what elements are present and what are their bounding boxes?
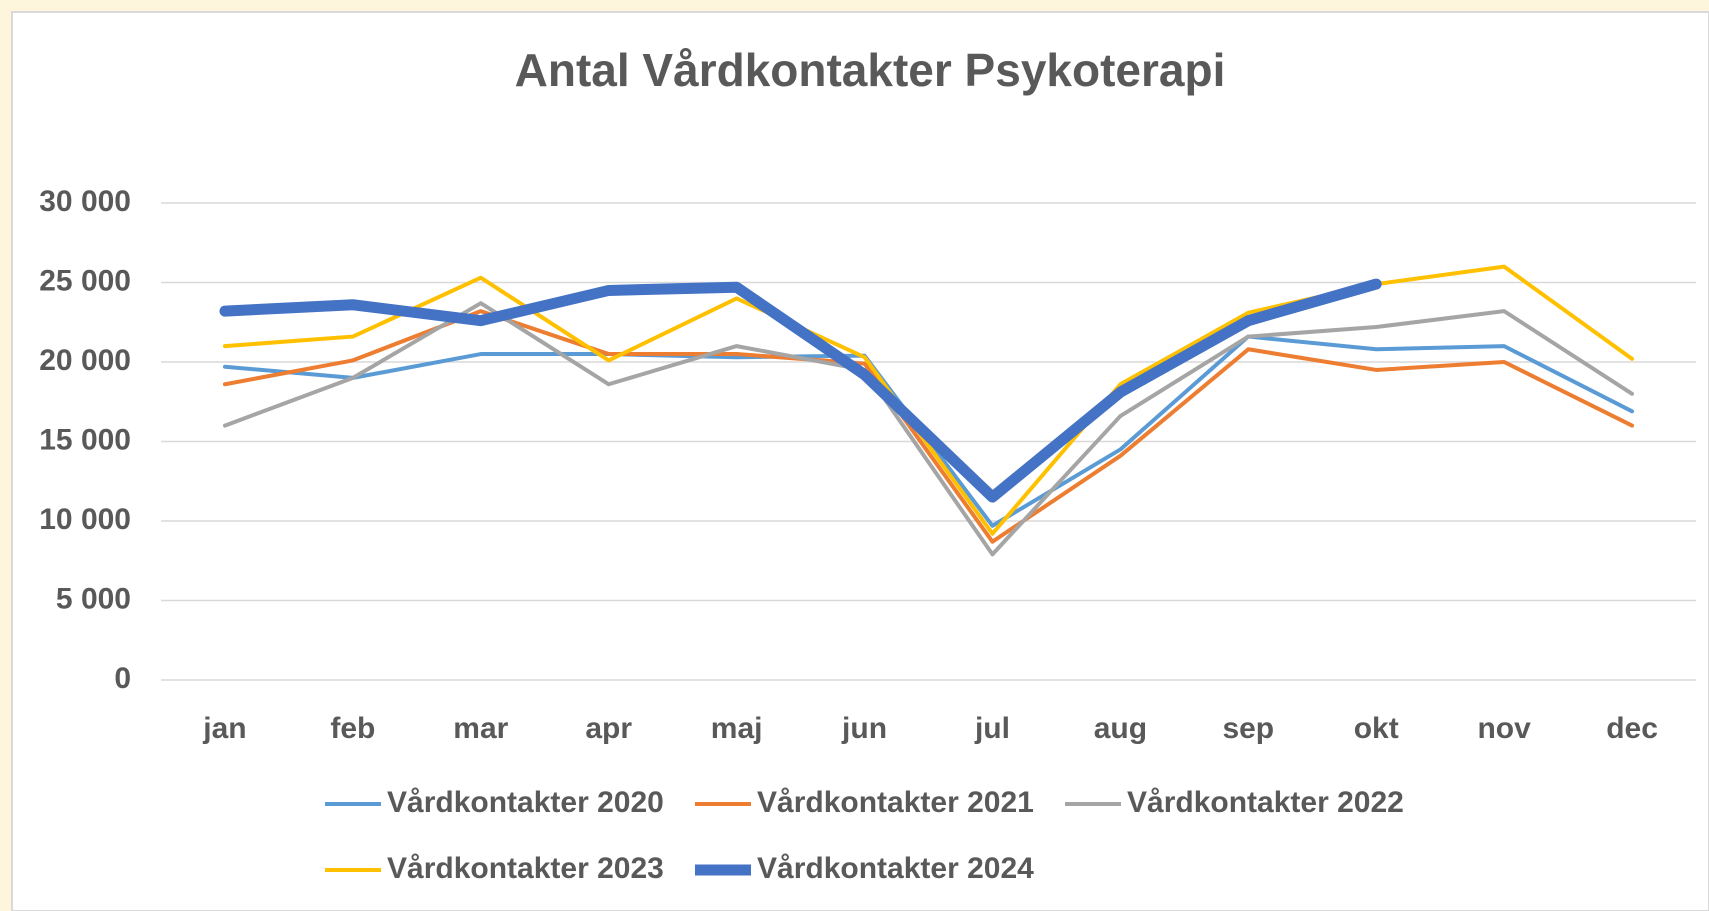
x-tick-label: feb [330,712,375,745]
x-tick-label: okt [1354,712,1399,745]
legend-label: Vårdkontakter 2022 [1127,786,1404,819]
y-tick-label: 5 000 [56,582,131,615]
chart-panel [11,11,1709,911]
legend-label: Vårdkontakter 2021 [757,786,1034,819]
y-tick-label: 25 000 [39,264,131,297]
x-tick-label: apr [585,712,632,745]
legend-label: Vårdkontakter 2023 [387,852,664,885]
chart-title: Antal Vårdkontakter Psykoterapi [515,44,1226,96]
y-tick-label: 0 [114,662,131,695]
y-tick-label: 30 000 [39,185,131,218]
x-tick-label: maj [711,712,763,745]
y-tick-label: 20 000 [39,344,131,377]
x-tick-label: jun [841,712,887,745]
x-tick-label: mar [453,712,508,745]
y-tick-label: 10 000 [39,503,131,536]
x-tick-label: nov [1477,712,1531,745]
legend-label: Vårdkontakter 2024 [757,852,1034,885]
x-tick-label: sep [1222,712,1274,745]
x-tick-label: aug [1094,712,1147,745]
y-tick-label: 15 000 [39,423,131,456]
legend-label: Vårdkontakter 2020 [387,786,664,819]
x-tick-label: jan [202,712,246,745]
x-tick-label: dec [1606,712,1658,745]
x-tick-label: jul [974,712,1010,745]
data-line [219,278,1382,503]
data-line [222,264,1635,536]
